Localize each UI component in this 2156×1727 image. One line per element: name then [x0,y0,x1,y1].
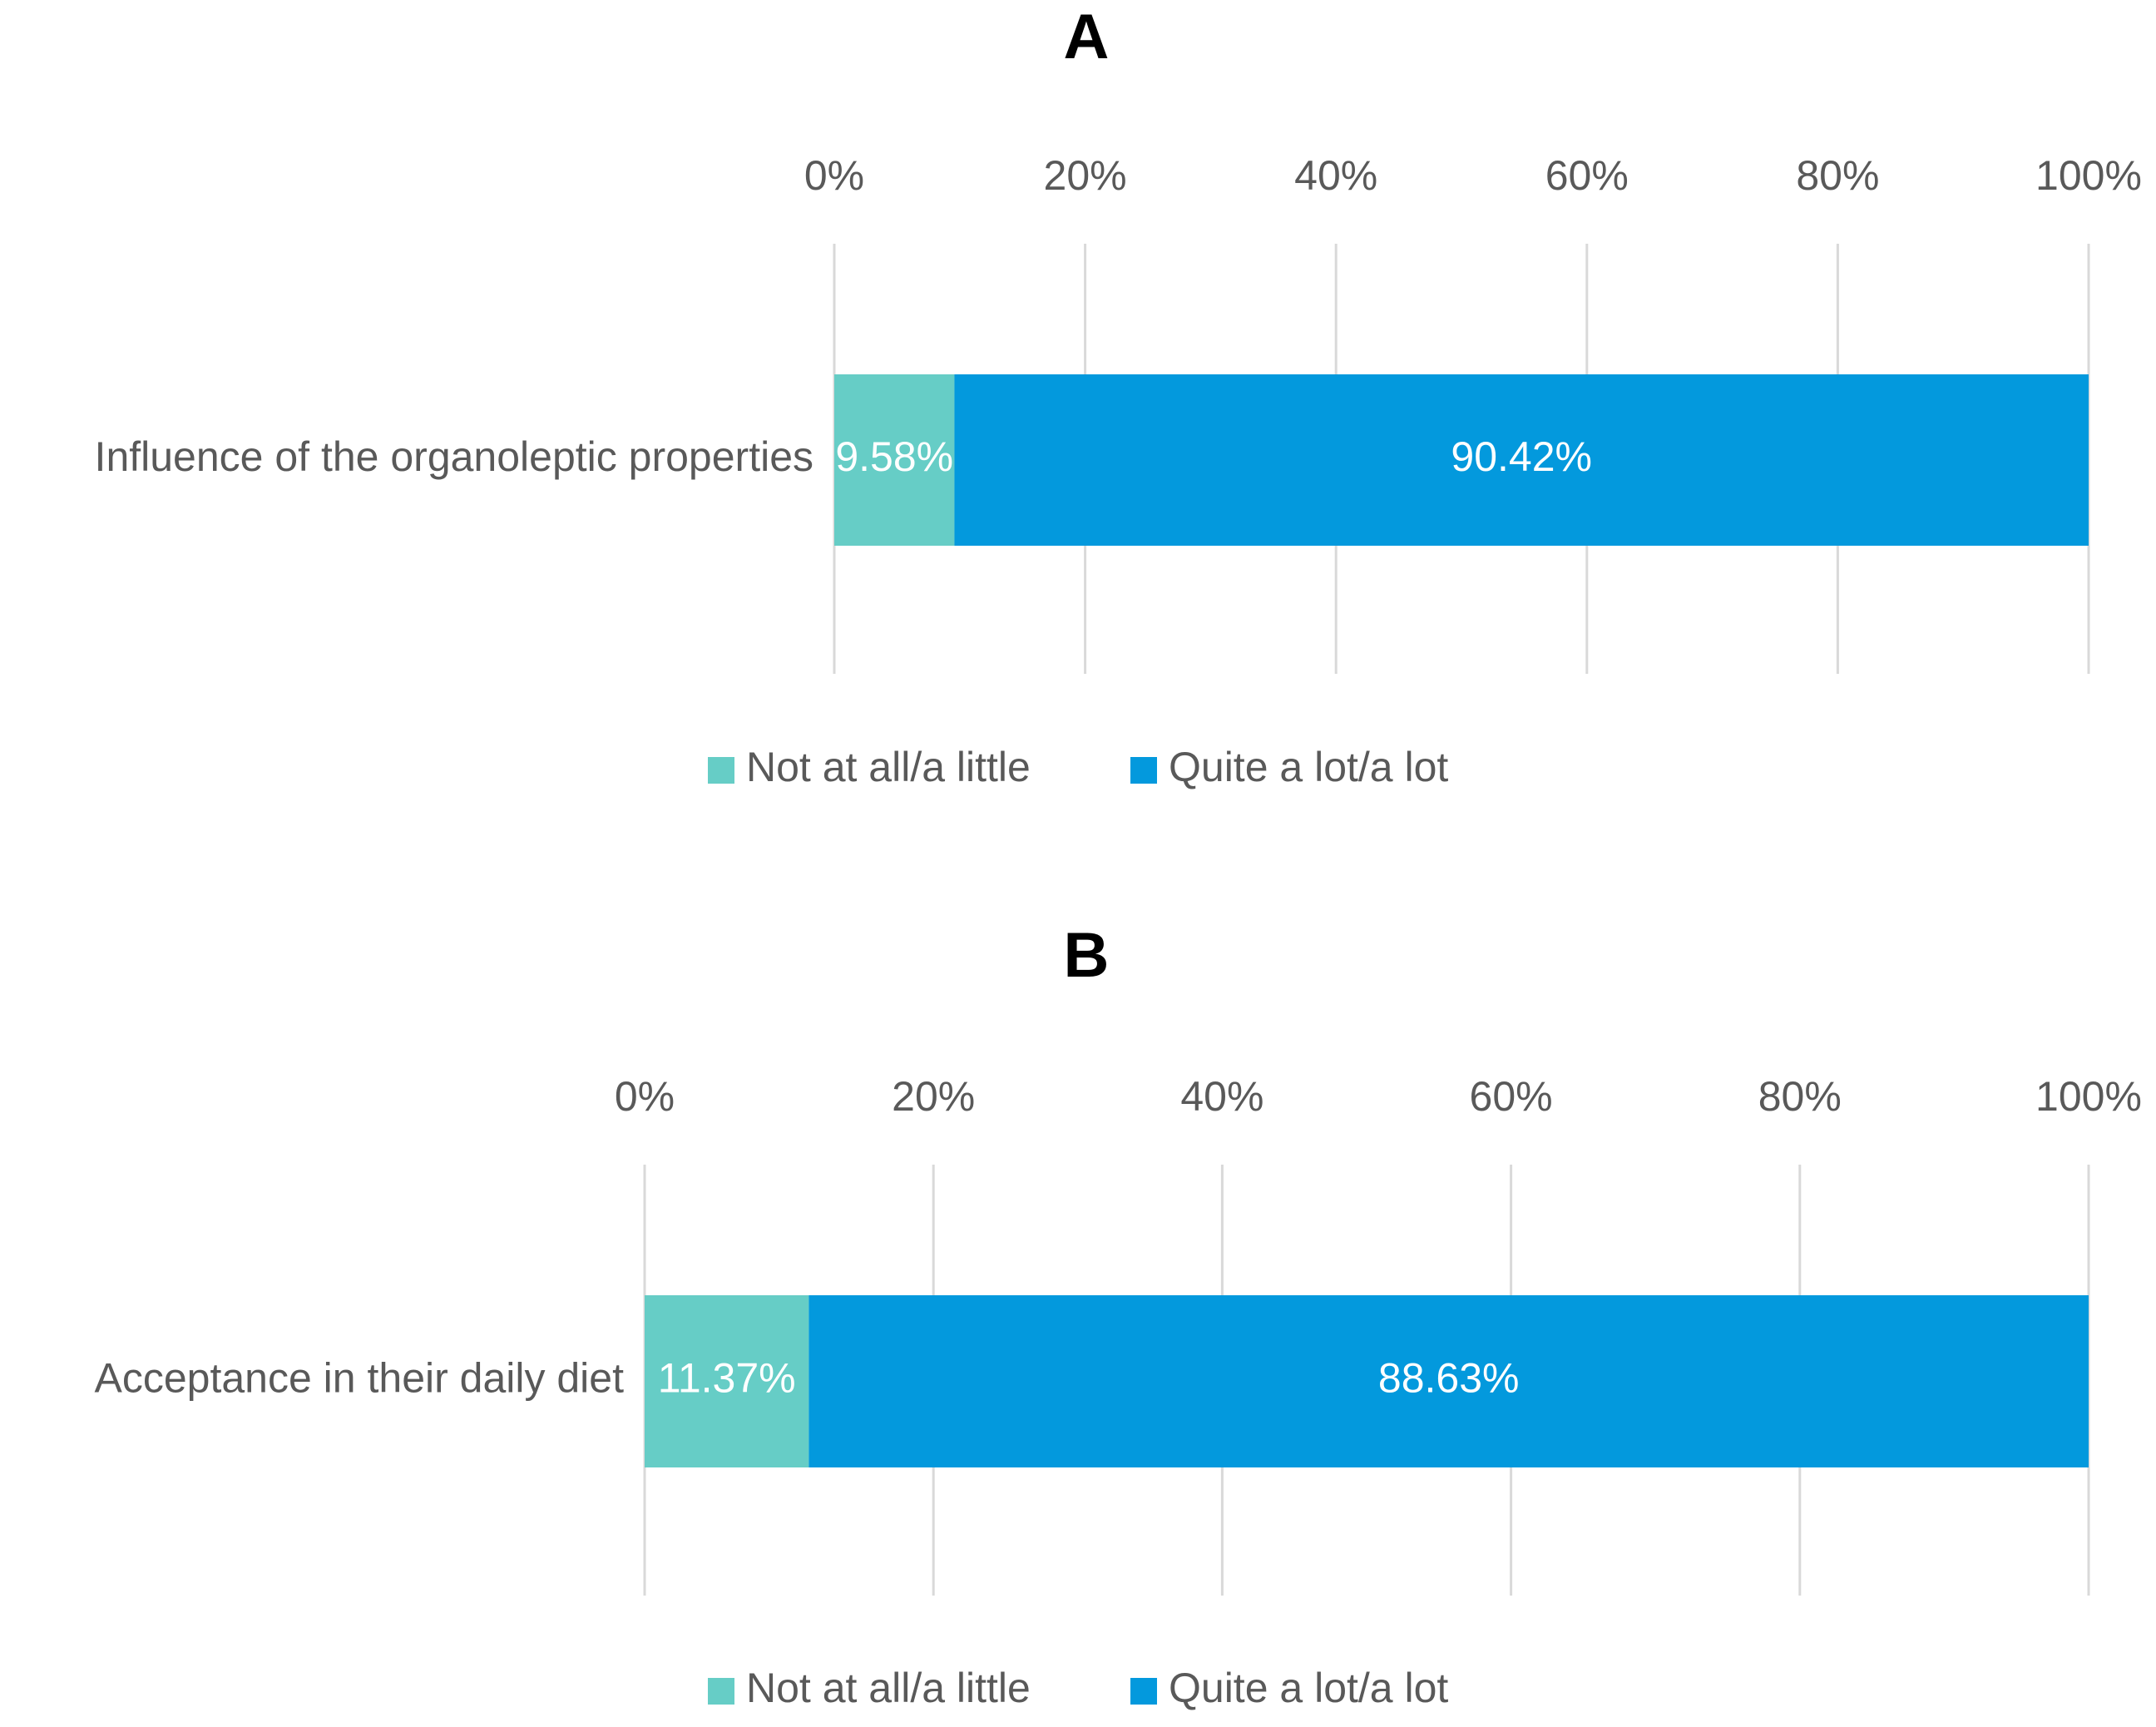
legend-label: Quite a lot/a lot [1169,744,1448,790]
legend-label: Not at all/a little [746,744,1031,790]
x-tick-label: 20% [1044,152,1127,199]
legend-swatch [1130,757,1157,784]
data-label: 9.58% [835,433,953,480]
chart-title: A [1064,2,1110,72]
legend-label: Quite a lot/a lot [1169,1665,1448,1711]
legend-swatch [708,757,734,784]
data-label: 88.63% [1378,1355,1520,1402]
bar-segment [834,374,955,546]
x-tick-label: 100% [2035,1073,2142,1120]
bar-segment [645,1295,809,1467]
x-tick-label: 40% [1180,1073,1263,1120]
x-tick-label: 0% [615,1073,675,1120]
legend-label: Not at all/a little [746,1665,1031,1711]
legend-swatch [708,1678,734,1705]
x-tick-label: 80% [1758,1073,1842,1120]
legend-swatch [1130,1678,1157,1705]
data-label: 90.42% [1451,433,1592,480]
x-tick-label: 40% [1294,152,1377,199]
chart-title: B [1064,920,1110,991]
x-tick-label: 0% [804,152,864,199]
x-tick-label: 20% [892,1073,975,1120]
bar-segment [808,1295,2089,1467]
x-tick-label: 60% [1545,152,1629,199]
x-tick-label: 100% [2035,152,2142,199]
data-label: 11.37% [658,1355,796,1402]
x-tick-label: 60% [1470,1073,1553,1120]
bar-segment [954,374,2089,546]
x-tick-label: 80% [1796,152,1879,199]
category-label: Influence of the organoleptic properties [95,433,813,480]
category-label: Acceptance in their daily diet [95,1355,625,1402]
